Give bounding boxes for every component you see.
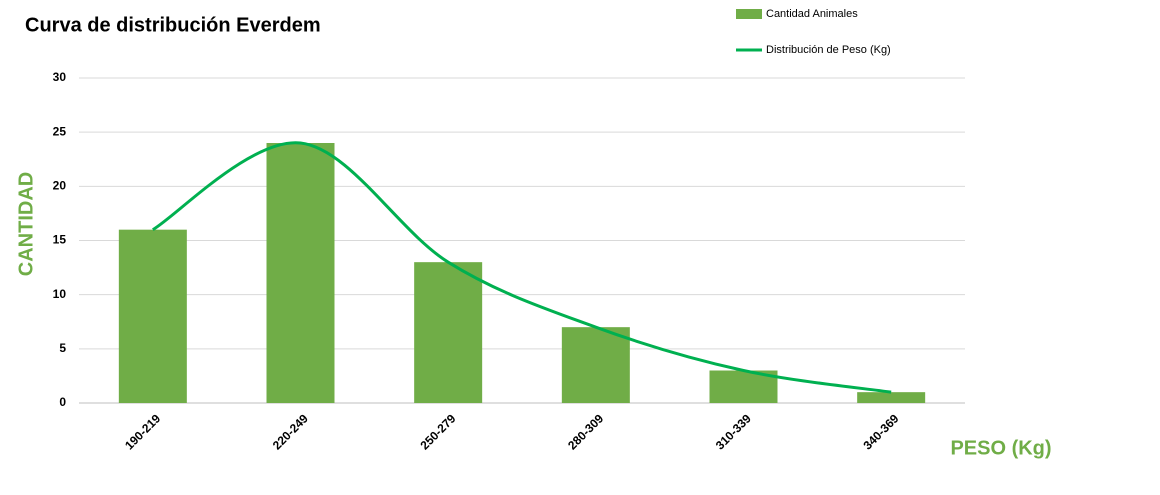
y-tick-label: 30: [53, 70, 67, 84]
y-tick-label: 10: [53, 287, 67, 301]
bar: [857, 392, 926, 403]
bar: [561, 327, 630, 403]
x-axis-title: PESO (Kg): [950, 437, 1051, 459]
line: [152, 141, 892, 394]
x-tick-label: 190-219: [122, 411, 163, 452]
y-tick-label: 15: [53, 233, 67, 247]
x-tick-label: 280-309: [565, 411, 606, 452]
y-tick-label: 5: [59, 341, 66, 355]
x-tick-label: 250-279: [417, 411, 458, 452]
legend-label: Cantidad Animales: [766, 8, 858, 20]
y-tick-label: 20: [53, 179, 67, 193]
chart-title: Curva de distribución Everdem: [25, 14, 321, 36]
x-tick-label: 310-339: [713, 411, 754, 452]
bar: [118, 229, 187, 403]
bar: [414, 262, 483, 403]
y-tick-label: 0: [59, 395, 66, 409]
y-axis-title: CANTIDAD: [15, 172, 37, 276]
bar: [266, 143, 335, 403]
x-tick-label: 340-369: [860, 411, 901, 452]
y-tick-label: 25: [53, 124, 67, 138]
x-tick-label: 220-249: [270, 411, 311, 452]
legend-swatch: [736, 9, 762, 19]
legend-label: Distribución de Peso (Kg): [766, 44, 891, 56]
